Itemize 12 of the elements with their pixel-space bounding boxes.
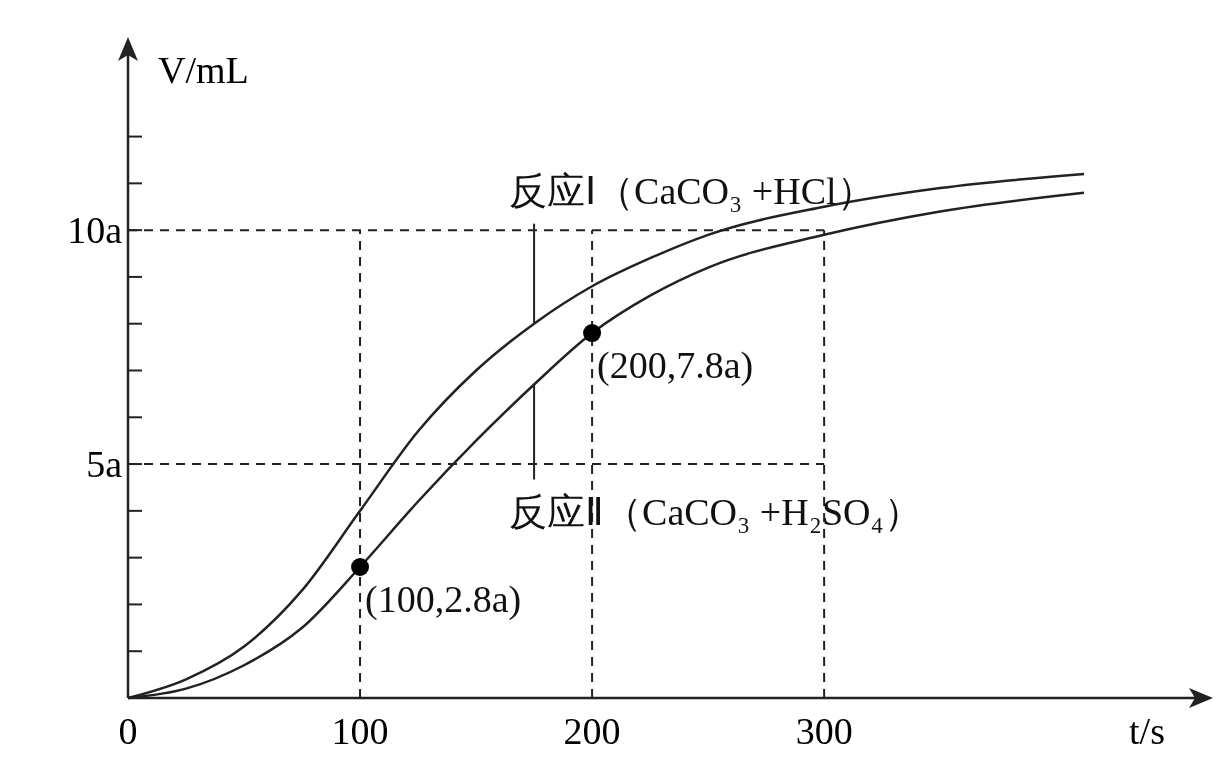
annotation: 反应Ⅰ（CaCO₃ +HCl） (509, 169, 875, 212)
y-tick-label: 10a (67, 209, 123, 252)
annotation: (100,2.8a) (365, 578, 522, 621)
x-tick-label: 200 (563, 710, 621, 752)
x-tick-label: 100 (331, 710, 389, 752)
x-axis-title: t/s (1129, 710, 1165, 752)
x-tick-label: 0 (118, 710, 138, 752)
annotation: 反应Ⅱ（CaCO₃ +H₂SO₄） (509, 490, 922, 533)
y-tick-label: 5a (86, 443, 123, 486)
annotation: (200,7.8a) (597, 344, 754, 388)
y-axis-title: V/mL (158, 49, 249, 91)
x-tick-label: 300 (795, 710, 853, 752)
